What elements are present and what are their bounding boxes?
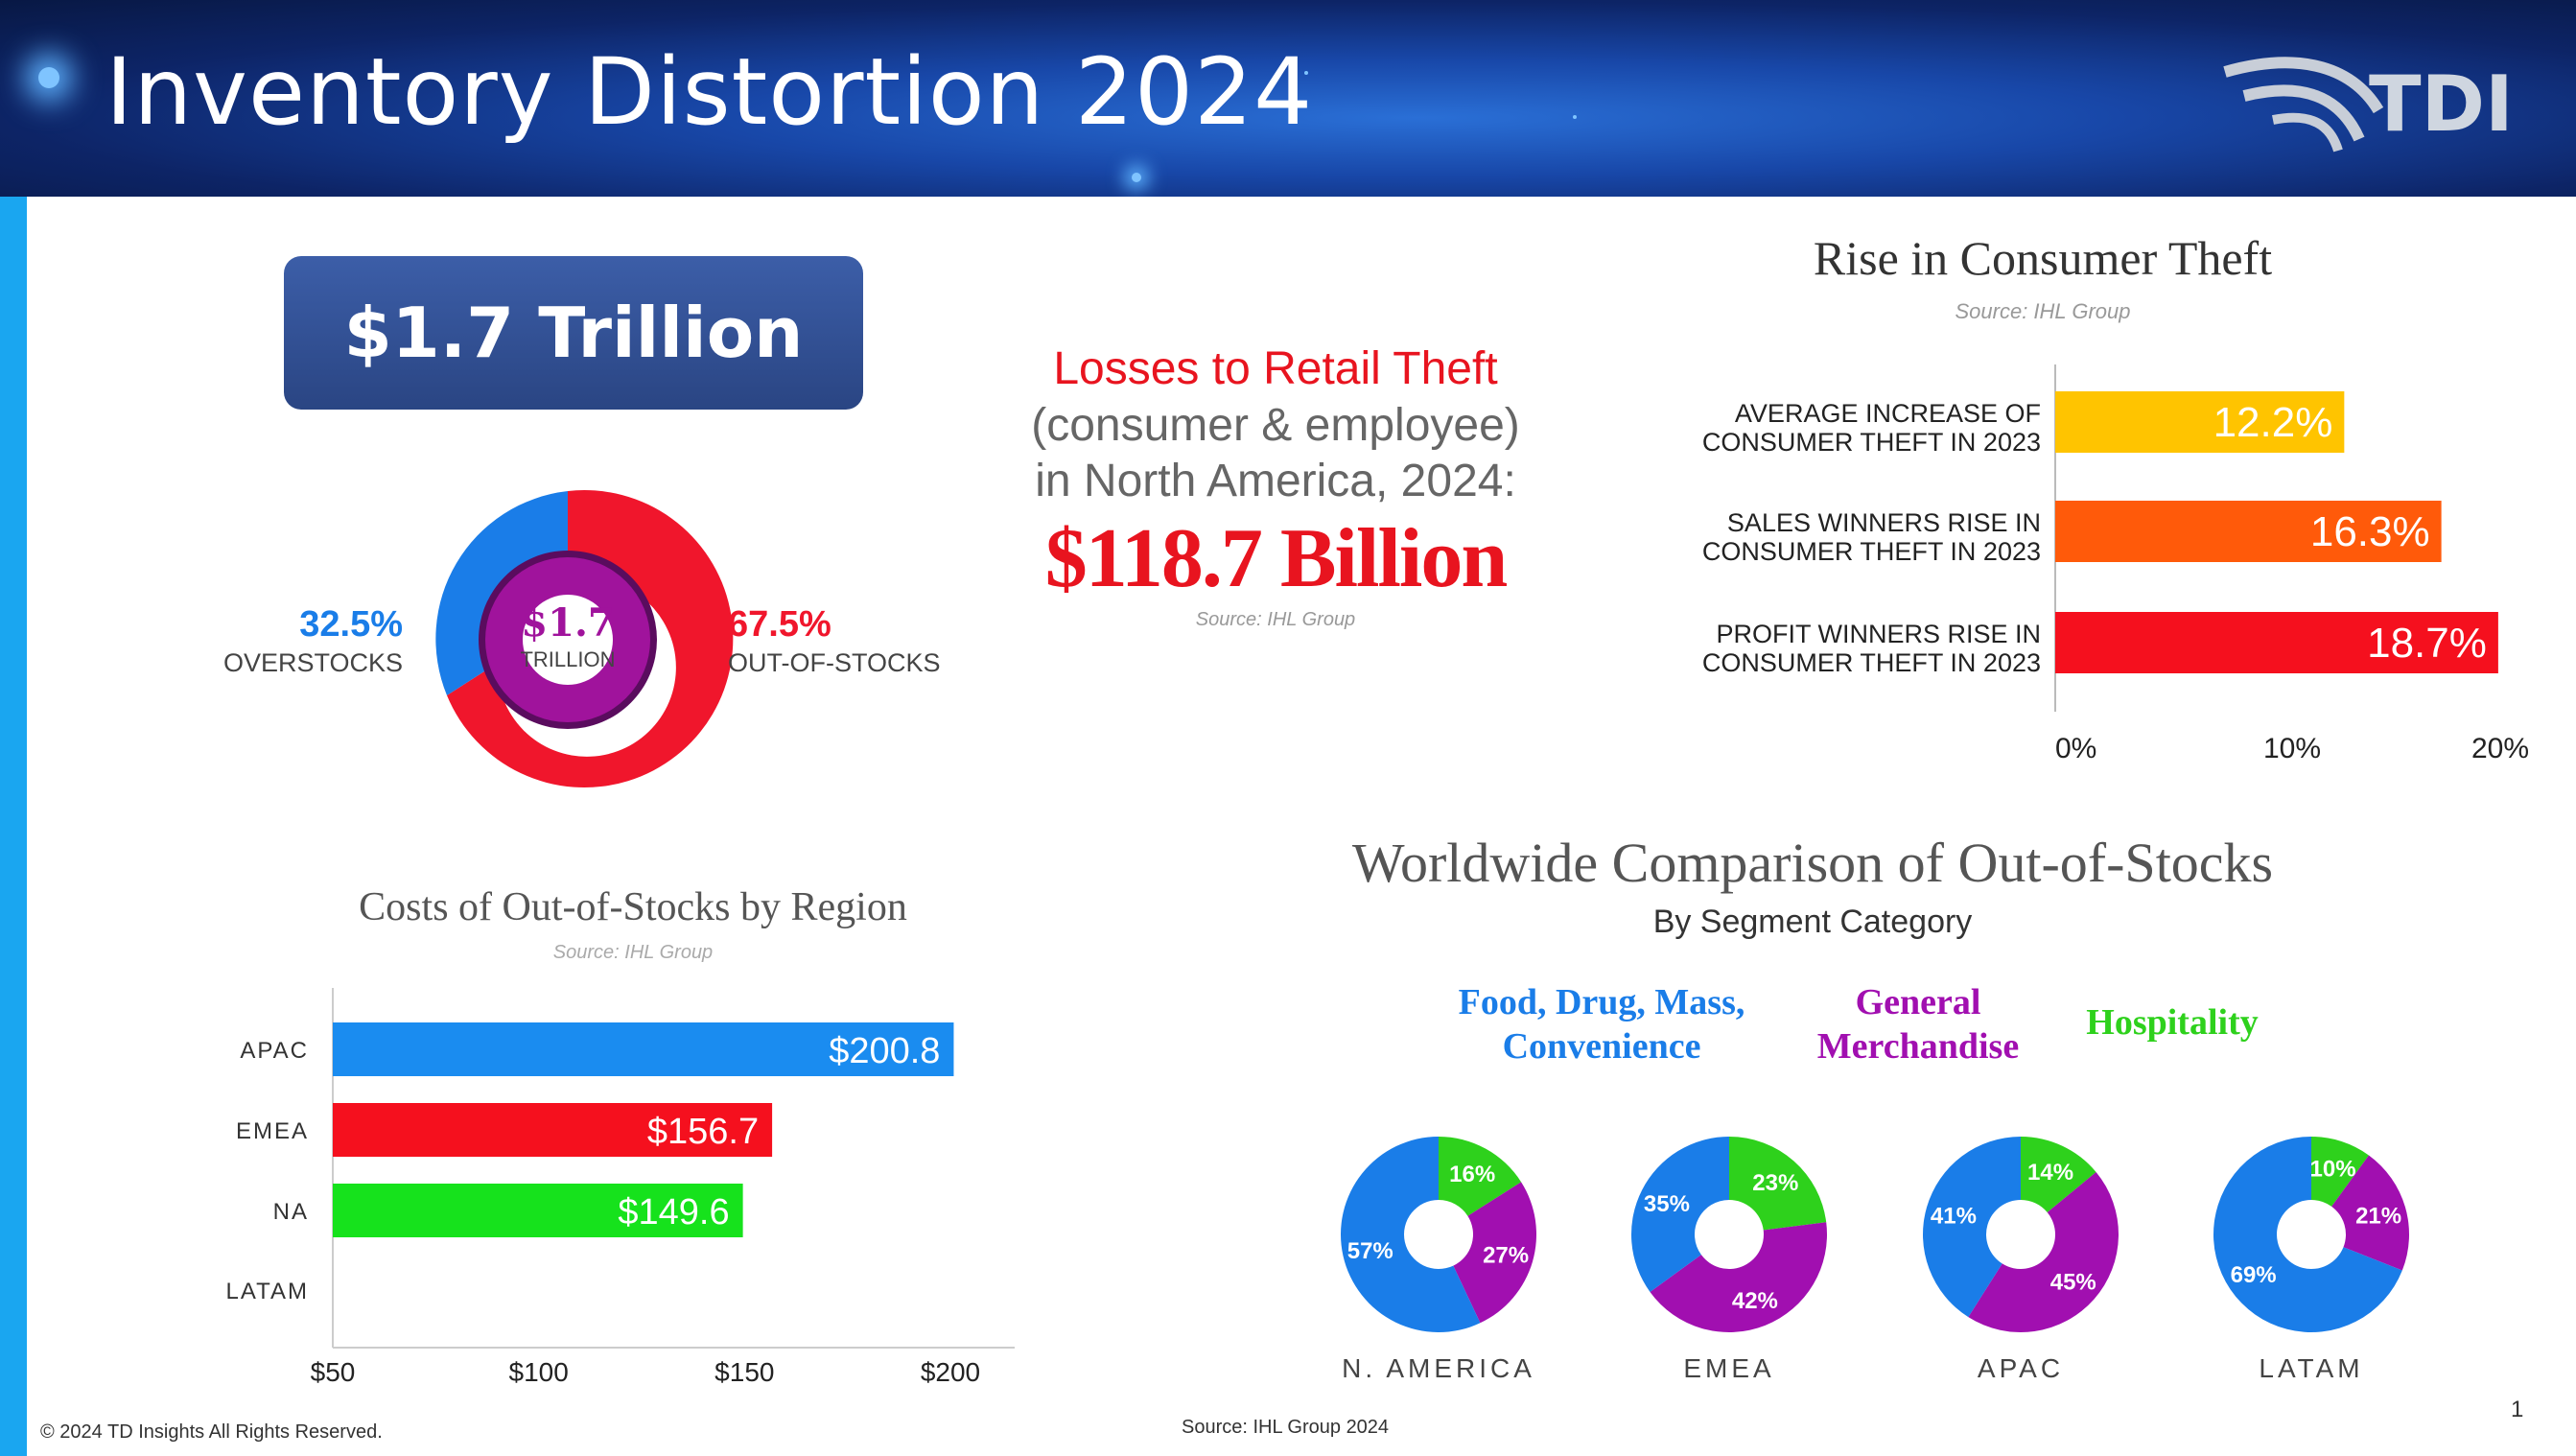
pie-slice-label: 21%	[2355, 1204, 2401, 1230]
region-bar-label: $200.8	[829, 1031, 940, 1071]
theft-callout-amount: $118.7 Billion	[1044, 512, 1509, 605]
pie-slice	[1650, 1222, 1827, 1332]
theft-bar	[2055, 391, 2345, 453]
region-category-label: EMEA	[236, 1118, 309, 1144]
theft-category-label: CONSUMER THEFT IN 2023	[1702, 537, 2041, 566]
pie-slice-label: 57%	[1347, 1238, 1393, 1264]
pie-slice	[2311, 1137, 2369, 1207]
region-bar-label: $156.7	[647, 1112, 759, 1152]
legend-food-drug: Food, Drug, Mass, Convenience	[1458, 982, 1745, 1067]
overstocks-percent: 32.5%	[299, 604, 403, 645]
theft-category-label: AVERAGE INCREASE OF	[1735, 399, 2041, 428]
theft-bar-label: 12.2%	[2213, 399, 2333, 446]
theft-category-label: CONSUMER THEFT IN 2023	[1702, 648, 2041, 677]
theft-x-tick: 0%	[2055, 733, 2096, 764]
region-x-tick: $100	[509, 1357, 569, 1387]
theft-category-label: CONSUMER THEFT IN 2023	[1702, 428, 2041, 457]
header-banner	[0, 0, 2576, 197]
pie-slice	[2331, 1155, 2409, 1271]
theft-category-label: SALES WINNERS RISE IN	[1727, 508, 2041, 537]
region-category-label: LATAM	[226, 1279, 309, 1304]
pie-slice	[1923, 1137, 2021, 1318]
overstocks-label: OVERSTOCKS	[222, 648, 403, 677]
theft-bar-label: 16.3%	[2310, 508, 2430, 555]
page-title: Inventory Distortion 2024	[105, 38, 1314, 146]
logo-text: TDI	[2369, 59, 2514, 149]
region-bar	[333, 1022, 954, 1076]
pie-slice	[1439, 1137, 1522, 1216]
region-category-label: APAC	[240, 1038, 309, 1064]
copyright-text: © 2024 TD Insights All Rights Reserved.	[40, 1421, 383, 1443]
region-chart-title: Costs of Out-of-Stocks by Region	[359, 885, 907, 929]
worldwide-chart-subtitle: By Segment Category	[1652, 904, 1973, 940]
donut-hole	[523, 595, 613, 685]
pie-slice	[1968, 1171, 2119, 1332]
theft-bar	[2055, 501, 2442, 562]
theft-callout-line2: (consumer & employee)	[1031, 400, 1520, 451]
pie-slice-label: 14%	[2027, 1160, 2073, 1186]
theft-x-tick: 10%	[2263, 733, 2321, 764]
donut-center-unit: TRILLION	[520, 647, 616, 671]
region-x-tick: $200	[921, 1357, 980, 1387]
theft-x-tick: 20%	[2471, 733, 2529, 764]
donut-center-value: $1.7	[521, 600, 615, 646]
region-bar	[333, 1103, 773, 1157]
donut-outofstocks-slice	[447, 490, 734, 788]
pie-slice	[1453, 1182, 1536, 1324]
pie-slice-label: 16%	[1449, 1162, 1495, 1187]
outofstocks-label: OUT-OF-STOCKS	[728, 648, 941, 677]
pie-slice-label: 69%	[2231, 1262, 2277, 1288]
pie-slice-label: 27%	[1483, 1242, 1529, 1268]
region-x-tick: $150	[714, 1357, 774, 1387]
pie-slice-label: 41%	[1931, 1204, 1977, 1230]
pie-region-label: N. AMERICA	[1342, 1353, 1535, 1383]
pie-slice	[1631, 1137, 1729, 1292]
pie-region-label: EMEA	[1683, 1353, 1774, 1383]
theft-chart-source: Source: IHL Group	[1955, 299, 2131, 323]
region-bar	[333, 1184, 743, 1237]
worldwide-chart-title: Worldwide Comparison of Out-of-Stocks	[1351, 832, 2274, 894]
pie-slice-label: 35%	[1644, 1191, 1690, 1217]
total-value-pill: $1.7 Trillion	[284, 256, 863, 410]
pie-region-label: LATAM	[2259, 1353, 2363, 1383]
region-chart-source: Source: IHL Group	[552, 942, 714, 963]
region-x-tick: $50	[311, 1357, 356, 1387]
theft-category-label: PROFIT WINNERS RISE IN	[1716, 620, 2041, 648]
pie-slice	[2021, 1137, 2096, 1213]
pie-slice-label: 45%	[2050, 1269, 2096, 1295]
pie-slice-label: 10%	[2310, 1157, 2356, 1183]
theft-callout-source: Source: IHL Group	[1195, 609, 1356, 630]
theft-callout-line1: Losses to Retail Theft	[1053, 343, 1498, 394]
pie-slice	[1729, 1137, 1827, 1231]
pie-slice-label: 42%	[1732, 1288, 1778, 1314]
legend-hospitality: Hospitality	[2086, 1002, 2259, 1043]
pie-slice	[2213, 1137, 2402, 1332]
theft-bar-label: 18.7%	[2367, 620, 2487, 667]
theft-bar	[2055, 612, 2498, 673]
tdi-logo-icon	[2223, 57, 2384, 153]
outofstocks-percent: 67.5%	[728, 604, 831, 645]
theft-chart-title: Rise in Consumer Theft	[1813, 231, 2273, 285]
footer-source: Source: IHL Group 2024	[1182, 1417, 1390, 1438]
theft-callout-line3: in North America, 2024:	[1035, 456, 1516, 506]
region-bar-label: $47.2	[217, 1272, 308, 1312]
pie-region-label: APAC	[1978, 1353, 2064, 1383]
legend-general-merchandise: General Merchandise	[1816, 982, 2020, 1067]
pie-slice	[1341, 1137, 1481, 1332]
left-accent-bar	[0, 197, 27, 1456]
region-category-label: NA	[273, 1199, 309, 1225]
region-bar-label: $149.6	[618, 1192, 729, 1233]
pie-slice-label: 23%	[1752, 1170, 1798, 1196]
page-number: 1	[2511, 1397, 2524, 1422]
